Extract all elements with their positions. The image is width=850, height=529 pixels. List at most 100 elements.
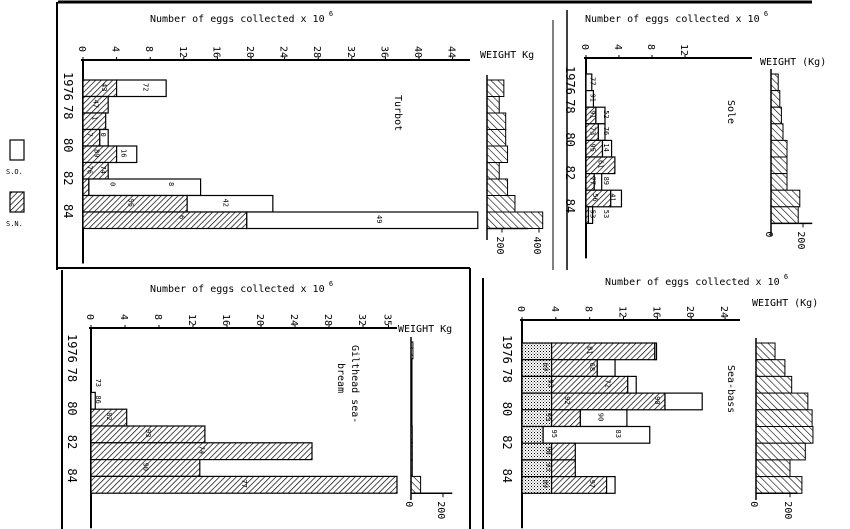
weight-bar-1977 [755,359,786,377]
bar-percent-label: 55 [126,199,134,207]
x-tick-label: 0 [579,44,590,50]
bar-percent-label: 89 [92,149,100,157]
x-tick-label: 40 [412,46,423,58]
bar-percent-label: 90 [545,446,553,454]
bar-percent-label: 49 [375,215,383,223]
bar-stippled-1976 [521,342,553,361]
bar-hatched-1980 [551,409,581,428]
weight-tick-label: 0 [763,231,774,237]
weight-bar-1979 [770,123,784,141]
year-label: 1976 [65,334,79,363]
bar-percent-label: 8 [167,182,175,186]
bar-percent-label: 72 [604,379,612,387]
weight-bar-1979 [755,392,809,411]
weight-bar-1976 [755,342,776,361]
bar-percent-label: 61 [596,160,604,168]
bar-white-1979 [664,392,703,411]
legend-swatch-white [9,139,25,161]
weight-bar-1983 [755,459,791,478]
weight-bar-1979 [486,129,507,147]
x-tick-label: 24 [718,306,729,318]
weight-bar-1980 [486,145,509,163]
weight-tick-label: 400 [531,237,542,255]
year-label: 84 [563,199,577,213]
bar-percent-label: 91 [589,110,597,118]
weight-bar-1984 [486,211,544,229]
panel-borders [56,0,812,529]
x-tick-label: 24 [288,314,299,326]
x-tick-label: 24 [278,46,289,58]
chart-title-exponent: 6 [329,10,333,18]
bar-percent-label: 73 [589,127,597,135]
bar-stippled-1979 [521,392,553,411]
weight-bar-1982 [486,178,509,196]
year-label: 1976 [61,72,75,101]
chart-title-exponent: 6 [784,273,788,281]
bar-percent-label: 52 [602,110,610,118]
weight-bar-1976 [770,73,779,92]
bar-hatched-1982 [82,178,90,197]
x-tick-label: 35 [382,314,393,326]
weight-bar-1977 [770,90,781,108]
year-label: 78 [563,99,577,113]
weight-tick-label: 200 [782,501,793,519]
weight-bar-1981 [755,426,814,444]
x-tick-label: 8 [583,306,594,312]
bar-white-1984 [246,211,479,230]
bar-hatched-1984 [551,476,608,494]
chart-title: Number of eggs collected x 10 [585,14,760,25]
bar-percent-label: 72 [141,83,149,91]
bar-white-1976 [115,79,167,98]
legend-swatch-hatched [9,191,25,213]
bar-percent-label: 74 [198,446,206,454]
bar-white-1981 [542,425,651,444]
weight-bar-1978 [486,112,507,130]
x-tick-label: 4 [549,306,560,312]
bar-percent-label: 95 [589,143,597,151]
bar-percent-label: 43 [100,83,108,91]
weight-bar-1978 [755,375,793,394]
species-label: Gilthead sea- [349,345,360,423]
bar-percent-label: 7 [86,133,94,137]
weight-bar-1977 [486,96,500,114]
bar-percent-label: 82 [105,412,113,420]
year-label: 78 [500,368,514,382]
bar-white-1980 [115,145,138,164]
x-tick-label: 4 [110,46,121,52]
x-tick-label: 20 [254,314,265,326]
bar-percent-label: 83 [614,430,622,438]
weight-bar-1981 [770,156,788,175]
weight-bar-1984 [410,475,422,494]
legend: S.O. S.N. [6,139,25,228]
bar-percent-label: 74 [99,166,107,174]
x-tick-label: 4 [118,314,129,320]
bar-percent-label: 73 [94,379,102,387]
weight-bar-1983 [486,195,516,213]
bar-percent-label: 76 [86,166,94,174]
weight-axis-label: WEIGHT (Kg) [752,298,818,309]
chart-title: Number of eggs collected x 10 [150,284,325,295]
year-label: 80 [563,132,577,146]
year-label: 80 [500,402,514,416]
chart-panel-turbot: Number of eggs collected x 10 60 4 8 12 16 20 2… [61,10,544,264]
year-label: 78 [65,368,79,382]
x-tick-label: 20 [684,306,695,318]
chart-title-exponent: 6 [329,280,333,288]
weight-bar-1976 [486,79,505,97]
bar-percent-label: 47 [92,100,100,108]
bar-white-1978 [627,375,637,394]
weight-tick-label: 0 [748,501,759,507]
weight-tick-label: 200 [435,501,446,519]
x-tick-label: 32 [356,314,367,326]
bar-white-1976 [654,342,658,361]
legend-label: S.O. [6,168,23,176]
x-tick-label: 12 [678,44,689,56]
bar-white-1977 [596,359,616,378]
x-tick-label: 32 [345,46,356,58]
year-label: 1976 [500,335,514,364]
x-tick-label: 0 [515,306,526,312]
species-label: Turbot [392,95,403,131]
weight-tick-label: 0 [403,501,414,507]
weight-bar-1982 [770,173,788,191]
